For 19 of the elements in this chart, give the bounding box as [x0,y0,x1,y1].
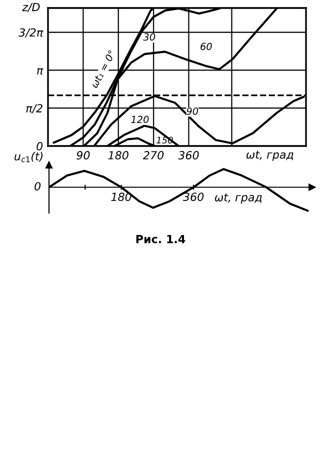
series-label: 90 [186,107,198,115]
y-axis-title: z/D [22,2,40,12]
y-tick-label: 3/2π [18,28,44,38]
x-tick-label: 360 [178,151,199,160]
y-axis-title: u$_{c1}$(t) [14,152,43,162]
text: ωt₁ = 0° [90,50,116,88]
x-axis-title: ωt, град [246,150,294,161]
series-label: 30 [143,33,156,41]
x-tick-label: 360 [182,192,204,202]
x-tick-label: 180 [108,151,128,160]
series-label: 120 [131,116,149,124]
y-tick-label: π/2 [26,104,42,114]
x-tick-label: 90 [76,151,90,160]
x-axis-title: ωt, град [214,193,262,204]
series-label: 60 [200,42,212,50]
x-tick-label: 270 [142,151,164,160]
text: Рис. 1.4 [136,234,186,244]
y-tick-label: π [37,68,44,75]
y-tick-label: 0 [36,142,43,150]
